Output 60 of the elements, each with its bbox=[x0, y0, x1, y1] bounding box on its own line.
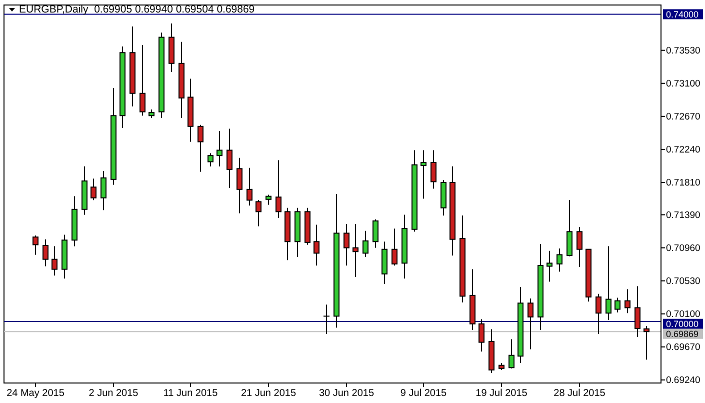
candlestick bbox=[246, 167, 252, 206]
candlestick bbox=[634, 286, 640, 338]
candlestick bbox=[372, 218, 378, 248]
candlestick bbox=[52, 246, 58, 276]
candlestick bbox=[208, 152, 214, 167]
candlestick bbox=[624, 288, 630, 314]
candlestick bbox=[596, 293, 602, 334]
candlestick bbox=[556, 248, 562, 272]
y-tick-label: 0.71810 bbox=[666, 178, 700, 189]
x-tick-label: 30 Jun 2015 bbox=[318, 388, 374, 399]
y-tick-label: 0.72670 bbox=[666, 111, 700, 122]
ref-line-label: 0.74000 bbox=[666, 9, 699, 20]
candlestick bbox=[352, 223, 358, 278]
x-tick-label: 19 Jul 2015 bbox=[476, 388, 528, 399]
candlestick bbox=[344, 223, 350, 266]
y-tick-label: 0.71390 bbox=[666, 210, 700, 221]
y-tick-label: 0.70960 bbox=[666, 242, 700, 254]
candlestick bbox=[90, 178, 96, 201]
candlestick bbox=[392, 228, 398, 266]
x-tick-label: 9 Jul 2015 bbox=[400, 388, 448, 399]
candlestick bbox=[100, 170, 106, 211]
candlestick bbox=[266, 194, 272, 206]
candlestick bbox=[256, 200, 262, 227]
x-tick-label: 28 Jul 2015 bbox=[554, 388, 606, 399]
x-tick-label: 24 May 2015 bbox=[6, 388, 65, 399]
y-tick-label: 0.72240 bbox=[666, 144, 700, 156]
candlestick bbox=[430, 150, 436, 190]
candlestick bbox=[42, 238, 48, 267]
candlestick bbox=[32, 234, 38, 256]
x-tick-label: 11 Jun 2015 bbox=[163, 388, 218, 399]
candlestick bbox=[236, 157, 242, 214]
candlestick bbox=[606, 246, 612, 320]
candlestick bbox=[140, 44, 146, 116]
y-tick-label: 0.69670 bbox=[666, 342, 700, 353]
ref-line-label: 0.69869 bbox=[666, 329, 699, 340]
candlestick bbox=[276, 160, 282, 218]
candlestick bbox=[362, 230, 368, 258]
candlestick bbox=[644, 326, 650, 360]
candlestick bbox=[546, 250, 552, 282]
ref-line-label: 0.70000 bbox=[666, 319, 699, 330]
candlestick bbox=[576, 226, 582, 268]
candlestick bbox=[478, 318, 484, 352]
y-tick-label: 0.70530 bbox=[666, 276, 700, 287]
candlestick bbox=[226, 128, 232, 188]
candlestick bbox=[216, 130, 222, 167]
candlestick bbox=[566, 200, 572, 257]
x-tick-label: 21 Jun 2015 bbox=[240, 388, 296, 399]
chart-title: EURGBP,Daily 0.69905 0.69940 0.69504 0.69869 bbox=[19, 4, 255, 16]
candlestick bbox=[198, 124, 204, 172]
candlestick bbox=[614, 297, 620, 313]
y-tick-label: 0.73100 bbox=[666, 78, 700, 90]
y-tick-label: 0.70100 bbox=[666, 308, 700, 320]
candlestick bbox=[324, 304, 330, 334]
candlestick bbox=[508, 338, 514, 369]
candlestick bbox=[314, 224, 320, 266]
candlestick bbox=[528, 298, 534, 350]
y-tick-label: 0.73530 bbox=[666, 45, 700, 56]
y-tick-label: 0.69240 bbox=[666, 374, 700, 386]
candlestick bbox=[420, 150, 426, 200]
x-tick-label: 2 Jun 2015 bbox=[88, 388, 139, 399]
